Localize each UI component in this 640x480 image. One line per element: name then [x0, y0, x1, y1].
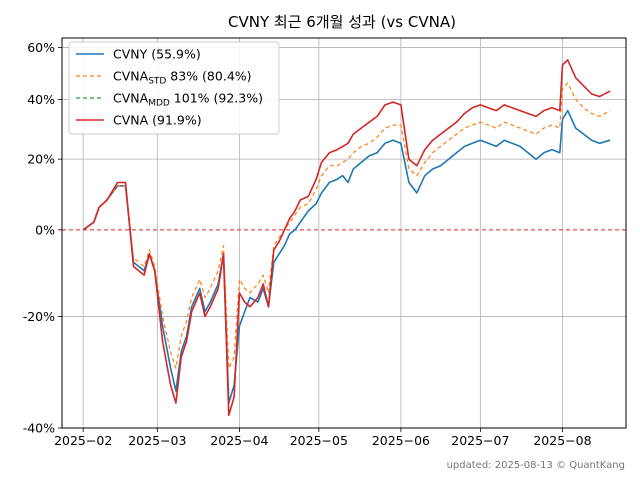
y-tick-label: 20%: [27, 152, 55, 167]
x-tick-label: 2025−08: [533, 433, 591, 448]
chart-title: CVNY 최근 6개월 성과 (vs CVNA): [228, 13, 456, 31]
legend-label-rest: 101% (92.3%): [170, 91, 263, 106]
x-tick-label: 2025−06: [372, 433, 430, 448]
plot-frame: [61, 37, 627, 429]
legend-label-main: CVNA: [113, 91, 149, 106]
y-axis: 60% 40% 20% 0% -20% -40%: [23, 40, 62, 436]
legend-label-main: CVNY (55.9%): [113, 47, 201, 62]
series-line-cvny: [82, 109, 611, 404]
y-tick-label: -20%: [23, 309, 55, 324]
x-tick-label: 2025−07: [451, 433, 509, 448]
y-tick-label: 0%: [35, 222, 55, 237]
y-tick-label: 40%: [27, 92, 55, 107]
legend-label-subscript: STD: [148, 77, 166, 87]
y-tick-label: 60%: [27, 40, 55, 55]
legend-label-subscript: MDD: [148, 99, 170, 109]
x-tick-label: 2025−04: [210, 433, 268, 448]
y-tick-label: -40%: [23, 421, 55, 436]
series-line-cvna: [82, 59, 611, 417]
legend-label-cvny: CVNY (55.9%): [113, 47, 201, 62]
legend-label-cvna: CVNA (91.9%): [113, 113, 202, 128]
x-tick-label: 2025−02: [54, 433, 112, 448]
legend-label-rest: 83% (80.4%): [166, 69, 251, 84]
legend-label-main: CVNA: [113, 69, 149, 84]
legend-label-std: CVNASTD 83% (80.4%): [113, 69, 252, 87]
x-axis: 2025−02 2025−03 2025−04 2025−05 2025−06 2025−…: [54, 428, 592, 448]
legend: CVNY (55.9%)CVNASTD 83% (80.4%)CVNAMDD 1…: [68, 41, 280, 135]
x-tick-label: 2025−05: [290, 433, 348, 448]
footer-note: updated: 2025-08-13 © QuantKang: [447, 460, 625, 471]
x-tick-label: 2025−03: [128, 433, 186, 448]
legend-box: [68, 41, 280, 135]
series-group: [82, 59, 611, 417]
legend-label-main: CVNA (91.9%): [113, 113, 202, 128]
series-line-std: [82, 82, 611, 369]
legend-label-mdd: CVNAMDD 101% (92.3%): [113, 91, 263, 109]
